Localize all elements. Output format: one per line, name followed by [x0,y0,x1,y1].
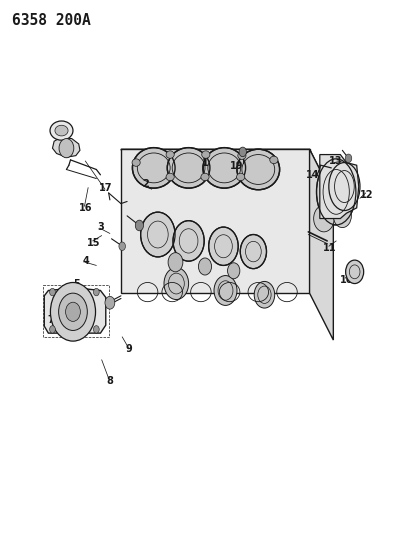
Text: 12: 12 [360,190,373,199]
Circle shape [164,268,188,300]
Text: 15: 15 [87,238,100,247]
Circle shape [208,227,238,265]
Text: 14: 14 [305,170,318,180]
Ellipse shape [55,125,68,136]
Text: 1: 1 [201,158,208,167]
Ellipse shape [236,173,244,181]
Circle shape [135,220,143,231]
Circle shape [119,242,125,251]
Text: 6: 6 [61,295,68,304]
Ellipse shape [237,152,245,159]
Text: 11: 11 [323,243,336,253]
Text: 7: 7 [48,315,54,325]
Circle shape [93,326,99,333]
Polygon shape [44,288,106,333]
Polygon shape [121,149,309,293]
Polygon shape [52,138,80,157]
Text: 6358 200A: 6358 200A [12,13,91,28]
Ellipse shape [50,121,73,140]
Circle shape [198,258,211,275]
Ellipse shape [269,156,277,164]
Text: 13: 13 [328,156,341,166]
Text: 4: 4 [83,256,89,266]
Circle shape [49,326,55,333]
Ellipse shape [166,173,174,181]
Ellipse shape [202,148,245,188]
Text: 10: 10 [339,275,352,285]
Text: 19: 19 [230,161,243,171]
Circle shape [173,221,204,261]
Circle shape [105,296,115,309]
Text: 9: 9 [126,344,132,354]
Polygon shape [121,149,333,196]
Ellipse shape [132,159,140,166]
Circle shape [140,212,175,257]
Circle shape [333,204,351,228]
Text: 18: 18 [54,143,67,153]
Text: 17: 17 [99,183,112,192]
Circle shape [213,276,236,305]
Text: 16: 16 [79,203,92,213]
Text: 5: 5 [74,279,80,288]
Text: 2: 2 [142,179,148,189]
Ellipse shape [167,148,209,188]
Ellipse shape [200,173,209,181]
Circle shape [168,253,182,272]
Polygon shape [319,155,358,219]
Circle shape [65,302,80,321]
Circle shape [93,288,99,296]
Circle shape [313,205,333,232]
Circle shape [50,282,95,341]
Ellipse shape [236,149,279,190]
Circle shape [227,263,239,279]
Circle shape [49,288,55,296]
Circle shape [344,154,351,163]
Circle shape [238,147,246,157]
Circle shape [254,281,274,308]
Ellipse shape [166,151,174,158]
Circle shape [59,139,74,158]
Circle shape [345,260,363,284]
Ellipse shape [316,159,355,225]
Circle shape [240,235,266,269]
Ellipse shape [132,148,175,188]
Text: 3: 3 [97,222,103,231]
Circle shape [58,293,87,330]
Ellipse shape [201,151,209,158]
Text: 8: 8 [106,376,113,386]
Polygon shape [309,149,333,340]
